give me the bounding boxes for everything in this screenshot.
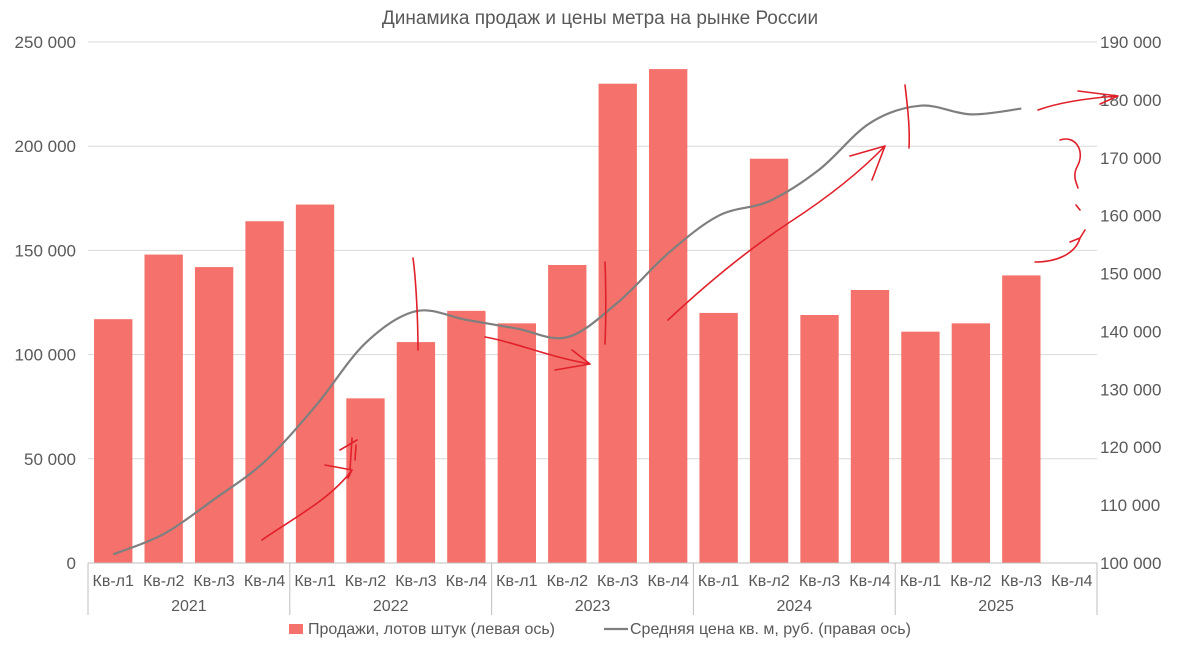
bar	[699, 312, 738, 563]
x-tick-label-quarter: Кв-л2	[547, 573, 588, 590]
bar	[1002, 275, 1041, 563]
bar	[598, 83, 637, 564]
legend-label-sales: Продажи, лотов штук (левая ось)	[308, 621, 555, 638]
legend-label-price: Средняя цена кв. м, руб. (правая ось)	[630, 621, 911, 638]
bar	[346, 398, 385, 563]
bar	[447, 310, 486, 563]
bar	[245, 221, 284, 563]
annotation-mark-2022-q3	[412, 257, 419, 351]
hand-drawn-annotations	[261, 84, 1119, 541]
x-tick-label-year: 2022	[373, 598, 409, 615]
x-tick-label-quarter: Кв-л4	[446, 573, 487, 590]
x-tick-label-quarter: Кв-л4	[647, 573, 688, 590]
bar	[548, 264, 587, 563]
x-tick-label-quarter: Кв-л2	[950, 573, 991, 590]
annotation-arrow-2	[484, 336, 591, 371]
annotation-arrow-1	[261, 464, 353, 541]
right-axis-tick-label: 110 000	[1100, 496, 1160, 515]
gridlines	[88, 41, 1097, 564]
right-axis-tick-label: 100 000	[1100, 554, 1161, 573]
annotation-arrow-3	[667, 145, 886, 321]
x-tick-label-quarter: Кв-л4	[244, 573, 285, 590]
bar	[94, 319, 133, 563]
bar	[800, 315, 839, 563]
x-tick-label-quarter: Кв-л3	[1001, 573, 1042, 590]
bar	[901, 331, 940, 563]
x-tick-label-quarter: Кв-л2	[748, 573, 789, 590]
x-tick-label-quarter: Кв-л1	[496, 573, 537, 590]
right-axis-tick-label: 170 000	[1100, 149, 1161, 168]
annotation-arrow-4	[1037, 90, 1119, 111]
x-tick-label-year: 2023	[575, 598, 611, 615]
bar-series	[94, 69, 1041, 564]
bar	[649, 69, 688, 563]
right-axis-tick-label: 140 000	[1100, 322, 1161, 341]
right-axis-tick-label: 160 000	[1100, 207, 1161, 226]
left-axis-tick-label: 200 000	[15, 137, 76, 156]
bar	[295, 204, 335, 563]
annotation-question-mark	[1059, 138, 1082, 189]
chart-title: Динамика продаж и цены метра на рынке Ро…	[382, 8, 818, 29]
x-tick-label-year: 2025	[978, 598, 1014, 615]
left-axis-tick-label: 50 000	[24, 450, 76, 469]
line-series	[112, 104, 1022, 556]
right-axis-tick-label: 190 000	[1100, 33, 1161, 52]
annotation-arrow-1-head	[339, 437, 358, 471]
left-axis-tick-label: 100 000	[15, 346, 76, 365]
annotation-mark-2023-q2	[604, 261, 607, 345]
left-axis-tick-label: 0	[67, 554, 76, 573]
left-axis-tick-label: 250 000	[15, 33, 76, 52]
left-axis-tick-label: 150 000	[15, 241, 76, 260]
x-tick-label-year: 2024	[777, 598, 813, 615]
bar	[396, 342, 436, 563]
bar	[951, 323, 991, 563]
x-tick-label-quarter: Кв-л3	[799, 573, 840, 590]
x-tick-label-quarter: Кв-л1	[294, 573, 335, 590]
x-tick-label-quarter: Кв-л1	[698, 573, 739, 590]
x-tick-label-quarter: Кв-л2	[345, 573, 386, 590]
x-tick-label-quarter: Кв-л3	[193, 573, 234, 590]
annotation-mark-2025-q1	[904, 84, 911, 149]
x-tick-label-quarter: Кв-л3	[597, 573, 638, 590]
x-tick-label-quarter: Кв-л3	[395, 573, 436, 590]
price-line	[112, 104, 1022, 556]
x-tick-label-quarter: Кв-л1	[93, 573, 134, 590]
legend-swatch-sales	[289, 624, 303, 634]
bar	[850, 289, 890, 563]
bar	[144, 254, 183, 563]
annotation-arrow-5	[1034, 204, 1086, 263]
axes: 0 50 000 100 000 150 000 200 000 250 000 100 0…	[15, 33, 1161, 615]
x-tick-label-quarter: Кв-л4	[1051, 573, 1092, 590]
right-axis-tick-label: 130 000	[1100, 380, 1161, 399]
bar	[749, 158, 789, 564]
right-axis-tick-label: 120 000	[1100, 438, 1161, 457]
x-tick-label-quarter: Кв-л1	[900, 573, 941, 590]
x-tick-label-quarter: Кв-л4	[849, 573, 890, 590]
right-axis-tick-label: 150 000	[1100, 265, 1161, 284]
x-tick-label-quarter: Кв-л2	[143, 573, 184, 590]
bar	[194, 267, 234, 563]
x-tick-label-year: 2021	[171, 598, 207, 615]
bar	[497, 323, 536, 563]
legend: Продажи, лотов штук (левая ось) Средняя ц…	[289, 621, 911, 638]
